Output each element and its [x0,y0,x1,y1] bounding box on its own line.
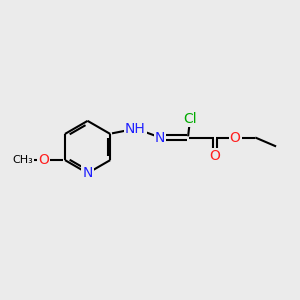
Text: N: N [82,166,93,180]
Text: O: O [230,130,241,145]
Text: N: N [155,130,165,145]
Text: CH₃: CH₃ [12,155,33,165]
Text: Cl: Cl [183,112,196,126]
Text: O: O [209,149,220,163]
Text: O: O [38,153,49,167]
Text: NH: NH [125,122,146,136]
